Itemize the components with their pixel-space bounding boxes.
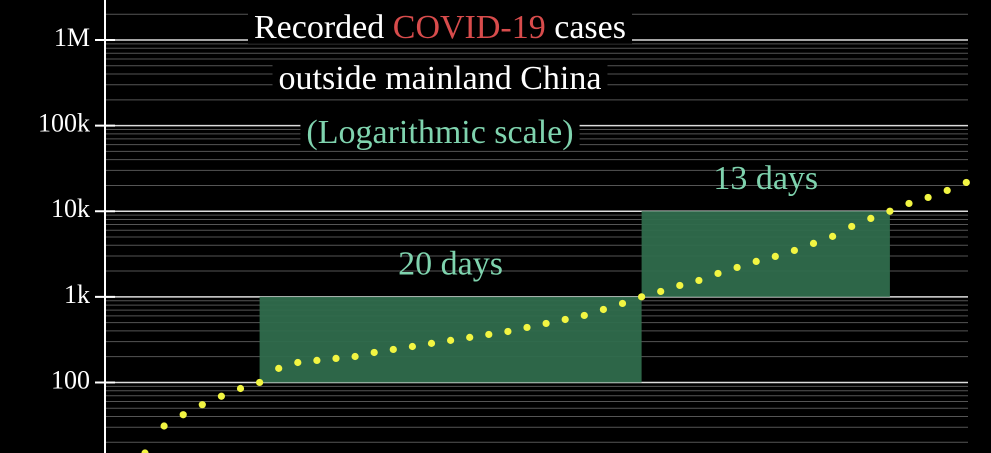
data-point xyxy=(427,339,436,347)
y-tick-label: 100k xyxy=(38,109,90,138)
data-point xyxy=(580,311,588,320)
data-point xyxy=(466,333,474,341)
data-point xyxy=(638,293,646,301)
data-point xyxy=(256,378,264,387)
data-point xyxy=(599,305,608,314)
y-tick-label: 10k xyxy=(51,194,90,223)
data-point xyxy=(790,246,799,255)
subtitle-background xyxy=(300,115,580,149)
title-word: cases xyxy=(554,9,626,46)
chart-title: Recorded COVID-19 cases xyxy=(254,9,626,46)
y-tick-label: 100 xyxy=(51,365,90,394)
period-label: 20 days xyxy=(398,246,503,283)
chart-subtitle: (Logarithmic scale) xyxy=(306,114,573,151)
data-point xyxy=(160,422,168,430)
data-point xyxy=(867,214,875,223)
data-point xyxy=(714,269,722,278)
title-word: Recorded xyxy=(254,9,384,46)
data-point xyxy=(809,239,818,248)
data-point xyxy=(695,276,703,285)
data-point xyxy=(752,257,760,266)
data-point xyxy=(389,345,397,354)
data-point xyxy=(771,252,779,261)
data-point xyxy=(504,327,512,336)
y-ticks: 100 1k 10k 100k 1M xyxy=(38,23,115,394)
data-point xyxy=(542,319,550,328)
data-point xyxy=(447,336,455,344)
data-point xyxy=(351,352,359,361)
title-highlight: COVID-19 xyxy=(393,9,546,46)
data-point xyxy=(179,411,187,419)
data-point xyxy=(962,178,970,187)
title-background xyxy=(247,10,633,44)
data-point xyxy=(848,222,856,231)
data-point xyxy=(370,348,378,357)
titles: Recorded COVID-19 cases outside mainland… xyxy=(247,9,633,151)
data-point xyxy=(561,315,569,324)
data-point xyxy=(313,356,321,364)
data-point xyxy=(485,330,493,339)
data-point xyxy=(829,232,837,240)
data-point xyxy=(943,186,951,195)
points xyxy=(141,178,970,453)
data-point xyxy=(523,323,531,332)
data-point xyxy=(676,281,684,290)
title-background xyxy=(272,61,608,95)
data-point xyxy=(275,364,283,372)
data-point xyxy=(733,263,741,272)
data-point xyxy=(217,392,225,400)
data-point xyxy=(657,287,665,296)
period-label: 13 days xyxy=(713,160,818,197)
data-point xyxy=(198,401,206,409)
data-point xyxy=(294,358,302,367)
data-point xyxy=(618,299,627,308)
data-point xyxy=(886,207,894,215)
data-point xyxy=(141,449,149,453)
data-point xyxy=(236,384,245,393)
data-point xyxy=(408,342,416,351)
chart-title: outside mainland China xyxy=(279,60,602,97)
y-tick-label: 1M xyxy=(54,23,90,52)
data-point xyxy=(905,199,913,208)
data-point xyxy=(924,193,932,202)
data-point xyxy=(332,354,340,362)
y-tick-label: 1k xyxy=(64,280,90,309)
